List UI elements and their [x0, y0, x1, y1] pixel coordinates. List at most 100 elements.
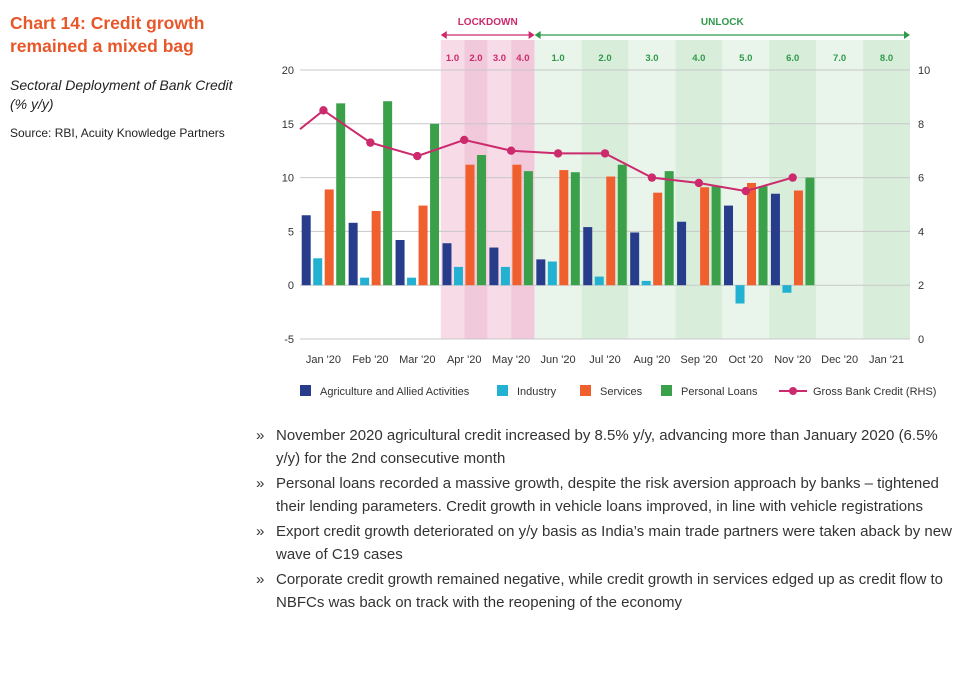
bullet-item: » Export credit growth deteriorated on y/…	[256, 520, 964, 566]
x-axis-tick-label: Dec '20	[821, 354, 858, 366]
y-axis-tick-label: 15	[282, 119, 294, 131]
chart-subtitle: Sectoral Deployment of Bank Credit (% y/…	[10, 77, 233, 112]
gross-credit-point	[647, 173, 657, 182]
chart-source: Source: RBI, Acuity Knowledge Partners	[10, 126, 225, 140]
stage-label: 8.0	[880, 53, 893, 64]
bullet-text: Corporate credit growth remained negativ…	[276, 571, 944, 611]
stage-label: 3.0	[493, 53, 506, 64]
phase-label: UNLOCK	[701, 17, 745, 28]
lockdown-stage-band	[440, 40, 465, 339]
y2-axis-tick-label: 10	[918, 65, 930, 77]
x-axis-tick-label: Sep '20	[680, 354, 717, 366]
stage-label: 1.0	[446, 53, 459, 64]
gross-credit-point	[694, 178, 704, 188]
bar-agri	[395, 240, 405, 286]
bar-services	[559, 170, 569, 286]
bullet-item: » Personal loans recorded a massive growt…	[256, 472, 964, 518]
gross-credit-point	[553, 149, 563, 158]
bullet-text: November 2020 agricultural credit increa…	[276, 427, 938, 467]
bar-personal	[805, 177, 815, 286]
unlock-stage-band	[863, 40, 910, 339]
gross-credit-point	[788, 173, 797, 182]
lockdown-stage-band	[487, 40, 512, 339]
y2-axis-tick-label: 8	[918, 119, 924, 131]
phase-label: LOCKDOWN	[458, 17, 518, 28]
stage-label: 1.0	[551, 53, 564, 64]
bar-industry	[360, 277, 370, 286]
bullet-mark: »	[256, 571, 265, 588]
phase-arrow-head-right	[528, 31, 535, 39]
bullet-text: Personal loans recorded a massive growth…	[276, 475, 939, 515]
x-axis-tick-label: Feb '20	[352, 354, 388, 366]
legend-label: Gross Bank Credit (RHS)	[813, 386, 936, 398]
bar-agri	[724, 205, 734, 286]
legend-label: Services	[600, 386, 643, 398]
bar-services	[418, 205, 428, 286]
gross-credit-line	[299, 109, 793, 193]
bar-personal	[570, 172, 580, 286]
bar-services	[747, 182, 757, 286]
legend-label: Agriculture and Allied Activities	[320, 386, 470, 398]
phase-arrow-head-right	[904, 31, 910, 39]
bar-agri	[348, 222, 358, 286]
bar-industry	[453, 266, 463, 286]
bar-industry	[407, 277, 417, 286]
bar-industry	[782, 285, 792, 293]
bar-services	[700, 187, 710, 286]
bar-services	[653, 192, 663, 286]
y2-axis-tick-label: 2	[918, 280, 924, 292]
stage-label: 6.0	[786, 53, 799, 64]
bar-personal	[383, 101, 393, 286]
phase-arrow-head-left	[440, 31, 447, 39]
stage-label: 5.0	[739, 53, 752, 64]
bar-services	[371, 210, 381, 286]
gross-credit-point	[600, 149, 610, 158]
x-axis-tick-label: Mar '20	[399, 354, 435, 366]
bullet-text: Export credit growth deteriorated on y/y…	[276, 523, 952, 563]
x-axis-tick-label: May '20	[492, 354, 530, 366]
bar-industry	[641, 280, 651, 286]
bar-industry	[313, 258, 323, 286]
y2-axis-tick-label: 4	[918, 226, 924, 238]
bar-personal	[617, 164, 627, 286]
gross-credit-point	[413, 151, 422, 161]
bullet-mark: »	[256, 427, 265, 444]
legend-label: Personal Loans	[681, 386, 758, 398]
credit-growth-chart: -5 0 5 10 15 20 0 2 4 6 8 10 Jan '20 Feb '20 Mar '20 Ap…	[282, 17, 937, 398]
bar-agri	[583, 227, 593, 286]
x-axis-tick-label: Oct '20	[729, 354, 764, 366]
y2-axis-tick-label: 6	[918, 173, 924, 185]
x-axis-tick-label: Jul '20	[589, 354, 620, 366]
stage-label: 7.0	[833, 53, 846, 64]
bullet-item: » Corporate credit growth remained negati…	[256, 568, 964, 614]
bar-personal	[336, 103, 346, 286]
legend-swatch-agri	[300, 385, 311, 396]
chart-heading: Chart 14: Credit growth remained a mixed…	[10, 12, 240, 144]
y-axis-tick-label: 20	[282, 65, 294, 77]
bar-agri	[677, 221, 687, 286]
gross-credit-point	[319, 106, 328, 115]
legend-swatch-point	[789, 387, 797, 395]
legend-swatch-personal	[661, 385, 672, 396]
bar-agri	[489, 247, 499, 286]
bar-industry	[547, 261, 557, 286]
bar-industry	[500, 266, 510, 286]
chart-title: Chart 14: Credit growth remained a mixed…	[10, 13, 205, 56]
bar-personal	[476, 155, 486, 286]
legend-swatch-services	[580, 385, 591, 396]
bar-industry	[735, 285, 745, 304]
stage-label: 4.0	[692, 53, 705, 64]
stage-label: 4.0	[516, 53, 529, 64]
bar-agri	[442, 243, 452, 286]
y-axis-tick-label: 0	[288, 280, 294, 292]
stage-label: 3.0	[645, 53, 658, 64]
bar-agri	[630, 232, 640, 286]
bullet-item: » November 2020 agricultural credit incre…	[256, 424, 964, 470]
gross-credit-point	[506, 146, 516, 155]
unlock-stage-band	[816, 40, 864, 339]
stage-label: 2.0	[469, 53, 482, 64]
stage-label: 2.0	[598, 53, 611, 64]
gross-credit-point	[460, 135, 469, 145]
bar-personal	[758, 186, 768, 286]
x-axis-tick-label: Jan '20	[306, 354, 341, 366]
